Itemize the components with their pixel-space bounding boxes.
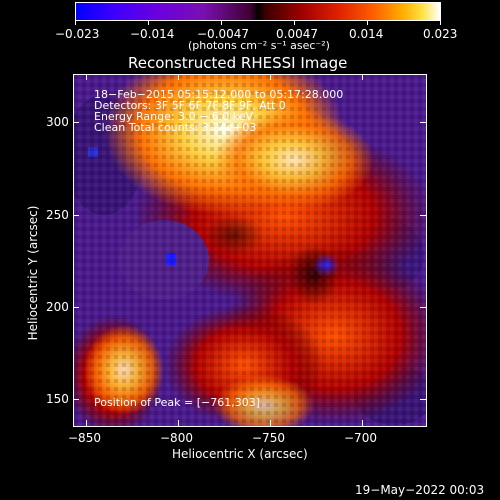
y-tick-label: 300 — [46, 115, 69, 129]
info-line: Energy Range: 3.0 − 6.0 keV — [94, 110, 254, 123]
rhessi-image-svg — [74, 75, 426, 426]
x-tick-label: −850 — [68, 431, 101, 445]
x-axis-label: Heliocentric X (arcsec) — [172, 447, 308, 461]
plot-title: Reconstructed RHESSI Image — [128, 54, 348, 72]
y-axis-label: Heliocentric Y (arcsec) — [26, 205, 40, 341]
colorbar — [75, 2, 441, 21]
colorbar-tick-label: 0.014 — [349, 27, 384, 41]
peak-position: Position of Peak = [−761,303] — [94, 396, 261, 409]
x-tick-label: −800 — [160, 431, 193, 445]
colorbar-tick-label: −0.0047 — [197, 27, 250, 41]
y-tick-label: 150 — [46, 392, 69, 406]
colorbar-tick-label: 0.0047 — [276, 27, 318, 41]
x-tick-label: −700 — [344, 431, 377, 445]
colorbar-ticks — [75, 20, 441, 26]
colorbar-tick-label: −0.023 — [55, 27, 100, 41]
colorbar-units: (photons cm⁻² s⁻¹ asec⁻²) — [188, 39, 330, 52]
info-line: 18−Feb−2015 05:15:12.000 to 05:17:28.000 — [94, 88, 344, 101]
y-tick-label: 200 — [46, 300, 69, 314]
rhessi-image: 18−Feb−2015 05:15:12.000 to 05:17:28.000… — [73, 74, 427, 427]
colorbar-tick-label: −0.014 — [130, 27, 175, 41]
footer-date: 19−May−2022 00:03 — [355, 483, 485, 497]
x-tick-label: −750 — [252, 431, 285, 445]
info-line: Detectors: 3F 5F 6F 7F 8F 9F, Att 0 — [94, 99, 286, 112]
info-line: Clean Total counts: 3.24e+03 — [94, 121, 257, 134]
y-tick-label: 250 — [46, 208, 69, 222]
colorbar-tick-label: 0.023 — [423, 27, 458, 41]
